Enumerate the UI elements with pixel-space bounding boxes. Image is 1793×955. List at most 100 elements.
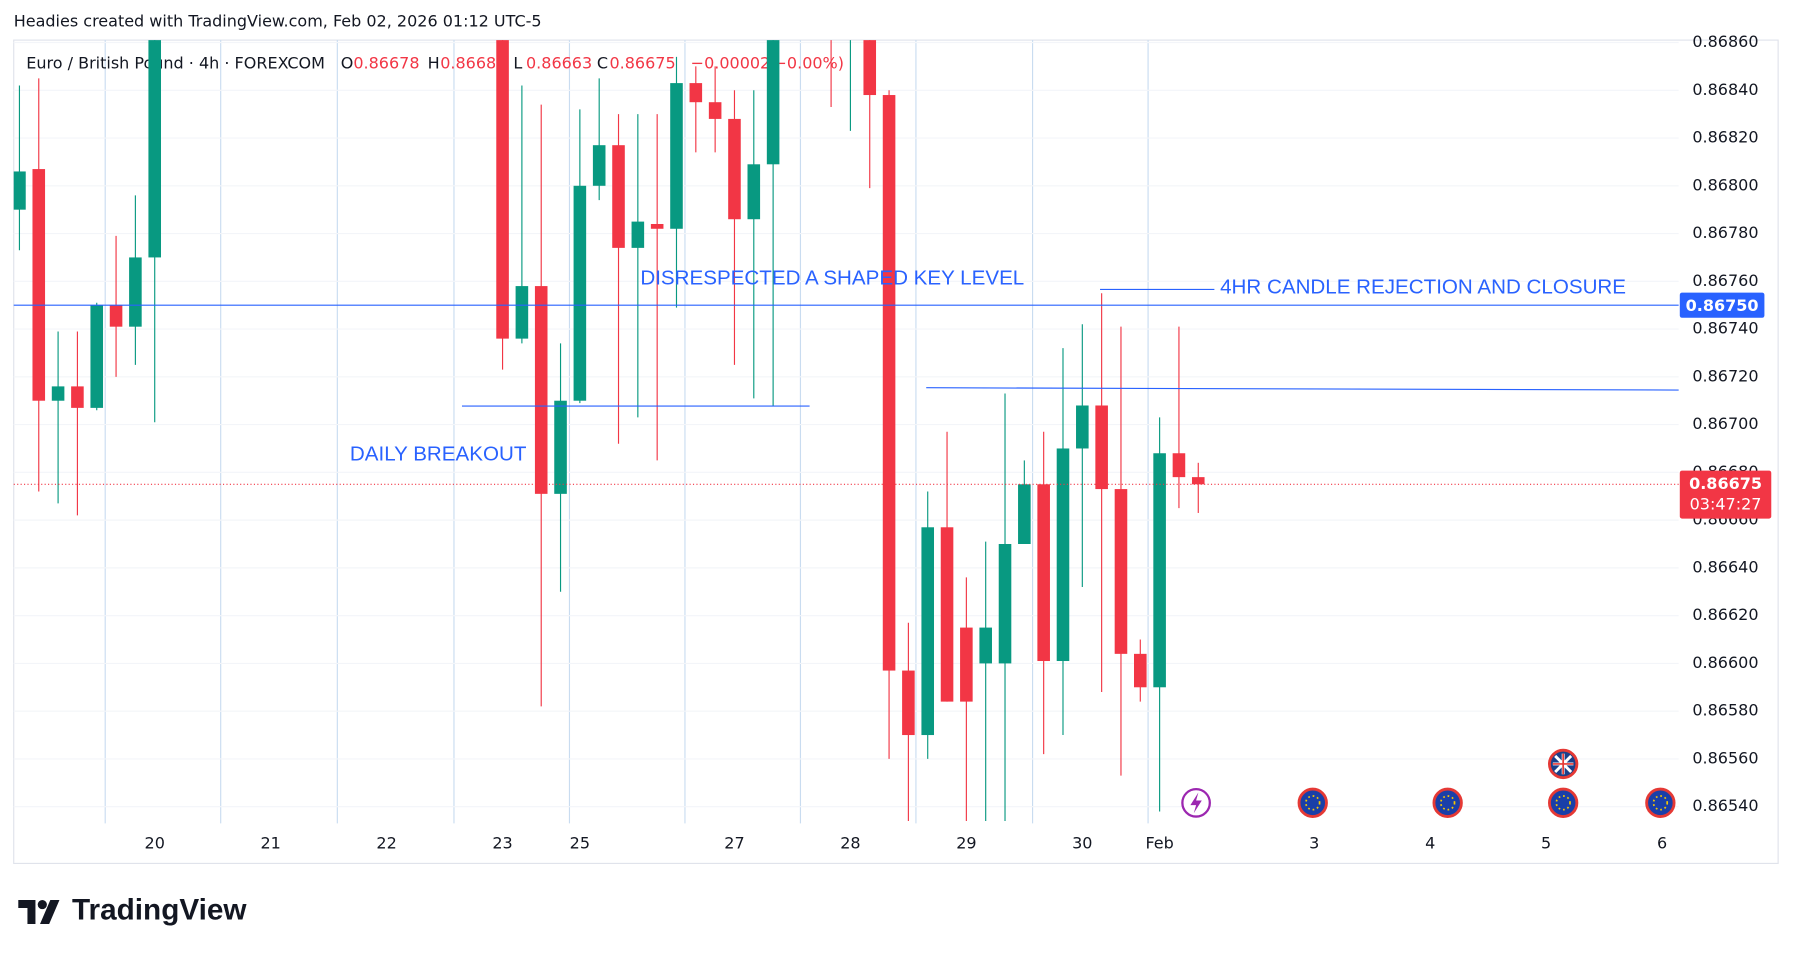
y-tick-label: 0.86600 [1692,653,1758,672]
legend-label: O [341,54,354,73]
x-tick-label: 30 [1072,833,1092,852]
legend-change-pct: (−0.00%) [767,54,844,73]
x-tick-label: 27 [724,833,744,852]
x-tick-label: 28 [840,833,860,852]
y-tick-label: 0.86840 [1692,80,1758,99]
candle-body [1076,405,1089,449]
x-tick-label: 23 [492,833,512,852]
candle-body [71,386,84,408]
y-tick-label: 0.86560 [1692,748,1758,767]
tradingview-logo: TradingView [18,893,247,926]
x-tick-label: Feb [1145,833,1173,852]
logo-mark [18,900,60,925]
candle-body [515,286,529,339]
y-tick-label: 0.86620 [1692,605,1758,624]
x-tick-label: 25 [570,833,590,852]
legend-label: C [597,54,608,73]
candle-body [1114,489,1128,654]
candle-body [1018,484,1031,545]
candle-body [844,0,857,7]
y-tick-label: 0.86540 [1692,796,1758,815]
y-tick-label: 0.86740 [1692,319,1758,338]
candle-body [631,221,645,248]
price-line-label-bg [1679,292,1765,318]
y-tick-label: 0.86700 [1692,414,1758,433]
y-tick-label: 0.86780 [1692,223,1758,242]
candle-body [747,164,761,220]
candle-body [496,40,509,339]
event-icon[interactable] [1645,787,1676,818]
y-tick-label: 0.86800 [1692,175,1758,194]
legend-value: 0.86675 [609,54,675,73]
annotation: 4HR CANDLE REJECTION AND CLOSURE [1220,276,1626,299]
candle-body [148,40,162,258]
legend: O 0.86678 H 0.86684 L 0.86663 C 0.86675 [341,54,676,73]
candle-body [960,627,973,702]
candle-body [554,400,567,494]
candle-body [979,627,992,664]
price-line-label: 0.86750 [1686,296,1759,315]
candle-body [689,83,703,103]
event-icon-glyph [1190,792,1202,814]
y-tick-label: 0.86820 [1692,128,1758,147]
candle-body [109,305,123,327]
candle-body [13,171,26,210]
x-tick-label: 29 [956,833,976,852]
trend-line [926,387,1679,391]
candle-body [1172,453,1186,478]
candle-body [1037,484,1050,662]
legend-change: −0.00002 [691,54,771,73]
candle-body [863,40,877,96]
candle-body [90,305,104,408]
event-icon[interactable] [1548,787,1579,818]
annotation: DAILY BREAKOUT [350,443,527,466]
x-tick-label: 6 [1657,833,1667,852]
x-tick-label: 3 [1309,833,1319,852]
header: Headies created with TradingView.com, Fe… [14,11,542,30]
legend-value: 0.86684 [440,54,506,73]
x-tick-label: 20 [145,833,165,852]
logo-mark [37,900,47,910]
legend-value: 0.86678 [353,54,419,73]
eu-stars [1652,795,1669,811]
legend-symbol: Euro / British Pound · 4h · FOREXCOM [26,54,325,73]
candle-body [940,527,954,702]
candle-body [1134,653,1147,688]
candle-body [1056,448,1070,662]
candle-body [612,145,625,248]
annotation: DISRESPECTED A SHAPED KEY LEVEL [640,267,1024,290]
candle-body [728,118,741,220]
event-icon[interactable] [1297,787,1328,818]
candle-body [51,386,65,401]
y-tick-label: 0.86720 [1692,366,1758,385]
candle-body [32,169,46,401]
candle-body [650,223,664,229]
last-price-label-bg [1679,470,1772,519]
legend-value: 0.86663 [526,54,592,73]
candle-body [1095,405,1108,490]
last-price-label: 0.86675 [1689,474,1762,493]
candle-body [825,0,838,7]
uk-flag [1552,753,1574,775]
candle-body [1153,453,1166,688]
plot-background [13,40,1679,824]
x-tick-label: 4 [1425,833,1435,852]
candle-body [129,257,142,327]
y-tick-label: 0.86640 [1692,557,1758,576]
candle-body [902,670,915,736]
drawings [461,288,1679,407]
x-tick-label: 5 [1541,833,1551,852]
candle-body [998,544,1012,664]
eu-stars [1555,795,1571,811]
legend-label: H [428,54,440,73]
event-icons [1181,748,1676,818]
event-icon[interactable] [1432,787,1463,818]
candle-body [708,102,722,119]
countdown: 03:47:27 [1690,494,1762,513]
candle-body [670,83,683,229]
candle-body [882,95,896,671]
y-tick-label: 0.86860 [1692,32,1758,51]
candle-body [534,286,548,494]
